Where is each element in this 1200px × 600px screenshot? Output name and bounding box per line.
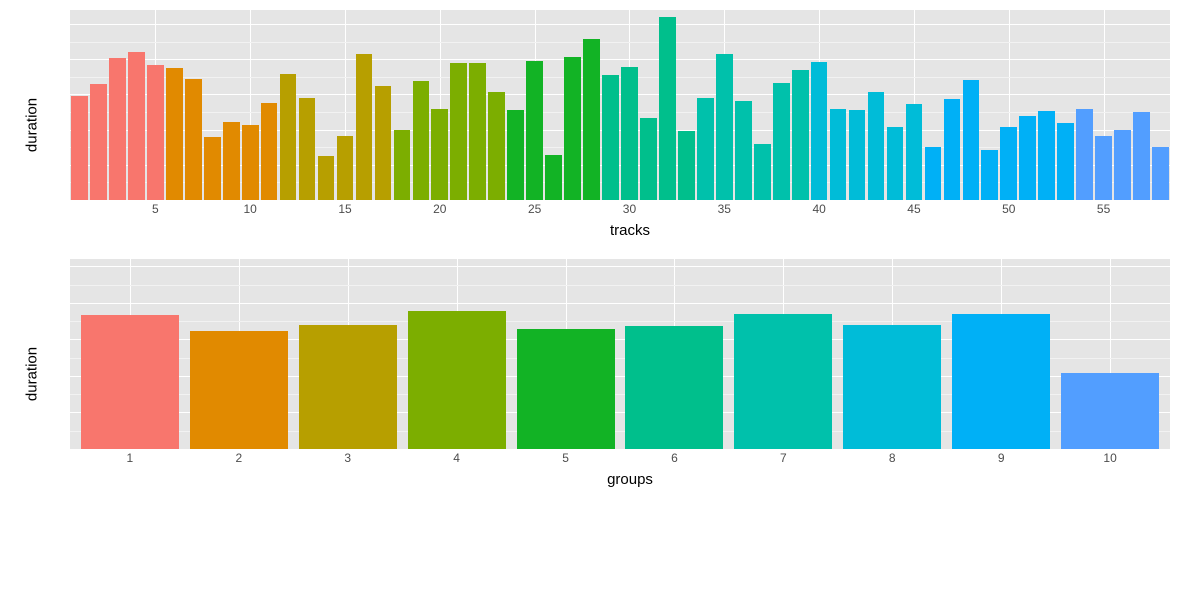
bar [621,67,638,200]
bar [488,92,505,200]
bar [659,17,676,200]
bar [981,150,998,200]
bar [625,326,723,449]
bar [507,110,524,200]
x-tick-label: 2 [235,451,242,465]
bar [1019,116,1036,200]
x-tick-label: 5 [152,202,159,216]
bar [469,63,486,200]
x-tick-label: 50 [1002,202,1015,216]
x-tick-label: 55 [1097,202,1110,216]
bar [1061,373,1159,449]
x-tick-label: 7 [780,451,787,465]
bar [887,127,904,200]
bar [1076,109,1093,200]
bar [526,61,543,200]
x-tick-label: 5 [562,451,569,465]
bar [337,136,354,200]
bar [394,130,411,200]
bottom-chart: duration 05001000150020002500 1234567891… [10,259,1190,488]
bar [811,62,828,200]
x-tick-label: 20 [433,202,446,216]
bottom-plot-area: 05001000150020002500 [70,259,1170,449]
bar [356,54,373,200]
bar [81,315,179,449]
x-tick-label: 25 [528,202,541,216]
bar [71,96,88,200]
bar [185,79,202,200]
bar [830,109,847,200]
bar [318,156,335,200]
bottom-x-ticks: 1 2 3 4 5 6 7 8 9 10 [70,449,1170,469]
bar [868,92,885,200]
bar [735,101,752,200]
bar [147,65,164,200]
bar [583,39,600,200]
bar [640,118,657,200]
bar [128,52,145,200]
bar [223,122,240,200]
bar [242,125,259,200]
bar [1133,112,1150,200]
bar [906,104,923,200]
x-tick-label: 8 [889,451,896,465]
bar [299,325,397,449]
bar [792,70,809,200]
bar [1095,136,1112,200]
bar [843,325,941,449]
top-x-ticks: 5 10 15 20 25 30 35 40 45 50 55 [70,200,1170,220]
x-tick-label: 10 [1103,451,1116,465]
bar [450,63,467,200]
bar [109,58,126,201]
bar [204,137,221,200]
bar [1038,111,1055,200]
x-tick-label: 6 [671,451,678,465]
bar [431,109,448,200]
bar [90,84,107,200]
bar [849,110,866,200]
bar [773,83,790,200]
bar [602,75,619,200]
bar [413,81,430,200]
bar [678,131,695,200]
x-tick-label: 1 [127,451,134,465]
bar [564,57,581,200]
bar [375,86,392,200]
x-tick-label: 10 [243,202,256,216]
bar [952,314,1050,449]
bar [1000,127,1017,200]
x-tick-label: 15 [338,202,351,216]
bar [280,74,297,200]
bar [1152,147,1169,200]
bar [697,98,714,200]
x-tick-label: 4 [453,451,460,465]
bar [1114,130,1131,200]
bar [944,99,961,200]
top-plot-area: 0100200300400500 [70,10,1170,200]
bar [299,98,316,200]
top-y-axis-label: duration [24,97,41,151]
bottom-x-axis-label: groups [70,471,1190,488]
x-tick-label: 30 [623,202,636,216]
bar [963,80,980,200]
bar [716,54,733,200]
bottom-y-axis-label: duration [24,346,41,400]
bar [166,68,183,200]
bar [545,155,562,200]
x-tick-label: 40 [812,202,825,216]
bar [408,311,506,449]
bar [734,314,832,449]
top-x-axis-label: tracks [70,222,1190,239]
x-tick-label: 35 [718,202,731,216]
x-tick-label: 9 [998,451,1005,465]
bar [261,103,278,200]
top-chart: duration 0100200300400500 5 10 15 20 25 30 35 4… [10,10,1190,239]
x-tick-label: 45 [907,202,920,216]
bar [190,331,288,449]
bar [925,147,942,200]
x-tick-label: 3 [344,451,351,465]
bar [1057,123,1074,200]
bar [517,329,615,449]
bar [754,144,771,200]
